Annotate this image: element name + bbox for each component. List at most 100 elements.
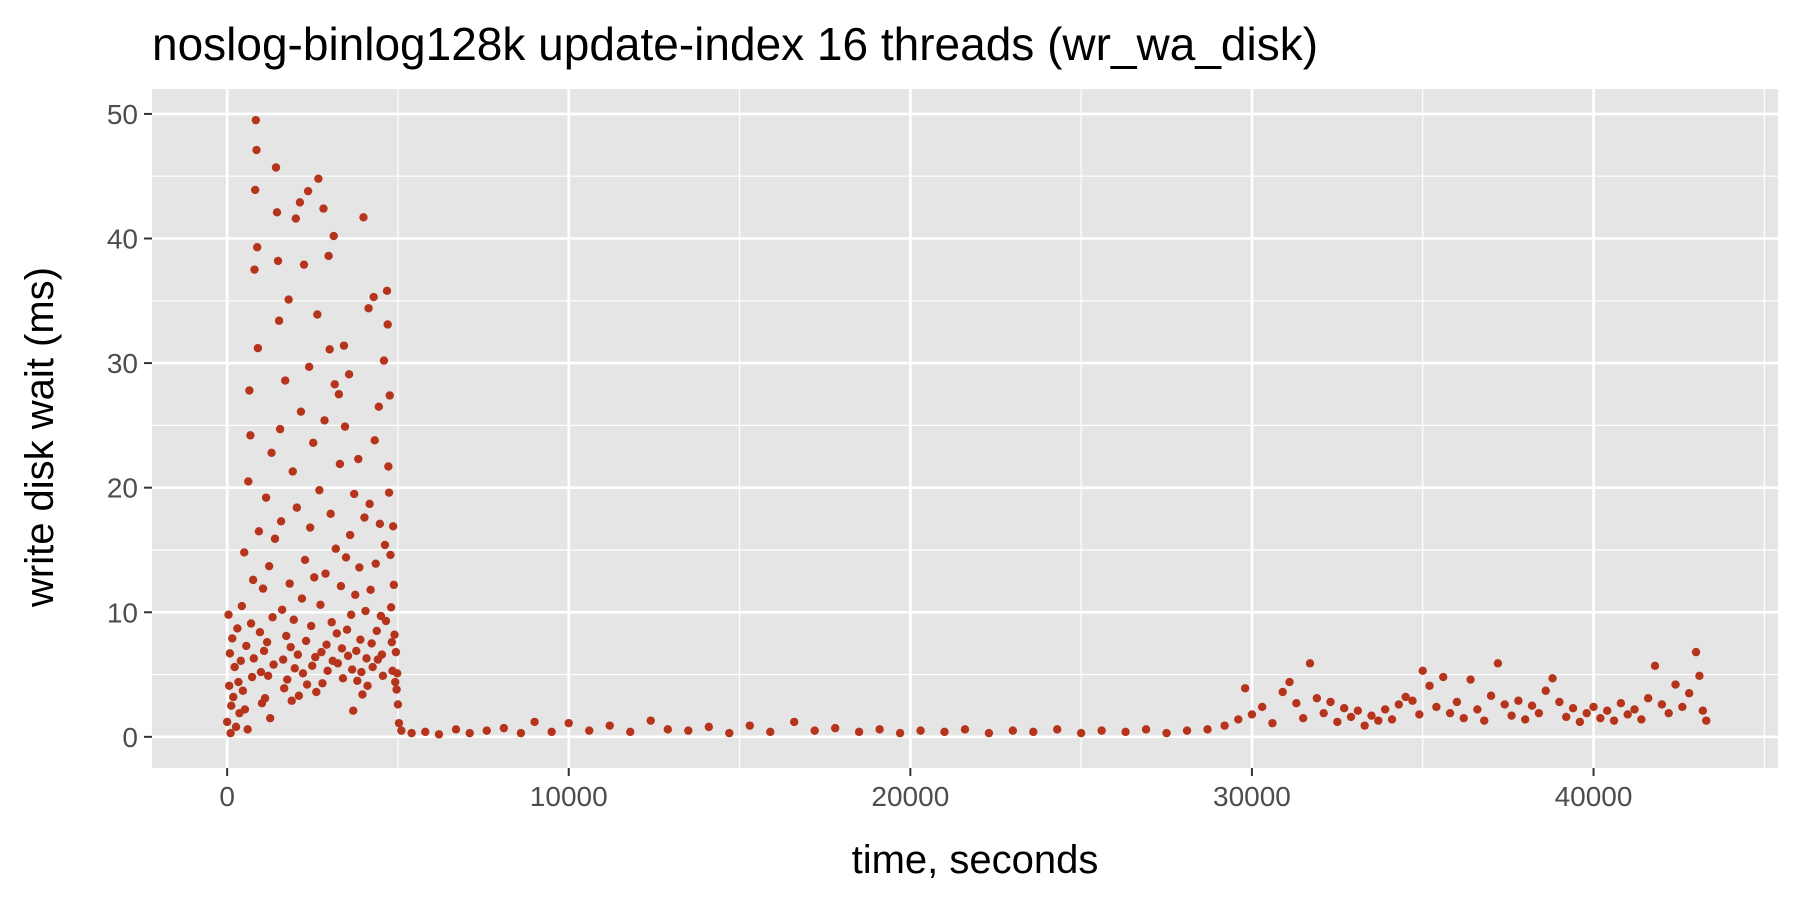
- data-point: [250, 185, 260, 195]
- y-tick-label: 20: [107, 473, 138, 504]
- data-point: [231, 722, 241, 732]
- data-point: [1657, 700, 1667, 709]
- data-point: [374, 402, 384, 411]
- data-point: [1298, 713, 1308, 723]
- data-point: [246, 431, 255, 440]
- data-point: [255, 628, 265, 637]
- data-point: [363, 681, 372, 690]
- data-point: [234, 677, 243, 687]
- data-point: [305, 523, 315, 532]
- data-point: [267, 448, 276, 457]
- data-point: [385, 391, 394, 400]
- y-axis-title: write disk wait (ms): [18, 267, 62, 608]
- data-point: [260, 694, 270, 703]
- data-point: [365, 499, 374, 509]
- data-point: [263, 671, 273, 681]
- data-point: [287, 696, 296, 705]
- data-point: [482, 726, 491, 735]
- data-point: [291, 214, 301, 223]
- data-point: [1353, 706, 1363, 715]
- data-point: [309, 438, 318, 448]
- data-point: [230, 662, 239, 672]
- data-point: [370, 436, 379, 445]
- data-point: [380, 540, 390, 550]
- data-point: [1374, 716, 1383, 725]
- data-point: [1664, 708, 1673, 718]
- data-point: [274, 316, 284, 325]
- data-point: [310, 573, 319, 582]
- data-point: [225, 649, 235, 658]
- data-point: [343, 651, 353, 661]
- data-point: [350, 489, 359, 499]
- data-point: [245, 386, 254, 395]
- data-point: [499, 723, 509, 733]
- data-point: [377, 650, 387, 659]
- data-point: [1609, 716, 1619, 725]
- data-point: [302, 680, 312, 689]
- data-point: [605, 721, 614, 730]
- data-point: [264, 561, 274, 571]
- data-point: [1527, 701, 1537, 710]
- data-point: [386, 550, 395, 560]
- data-point: [383, 320, 392, 329]
- data-point: [1008, 726, 1018, 735]
- data-point: [238, 686, 248, 695]
- data-point: [237, 601, 247, 611]
- data-point: [790, 717, 799, 727]
- data-point: [766, 727, 775, 737]
- data-point: [327, 618, 336, 627]
- data-point: [1141, 725, 1151, 734]
- data-point: [243, 725, 252, 734]
- y-tick-label: 40: [107, 224, 138, 255]
- data-point: [1534, 708, 1544, 718]
- data-point: [276, 517, 286, 526]
- data-point: [421, 727, 430, 737]
- data-point: [311, 652, 320, 662]
- data-point: [1514, 696, 1523, 705]
- data-point: [1053, 725, 1062, 734]
- minor-gridlines: [152, 89, 1778, 768]
- data-point: [1305, 659, 1315, 668]
- data-point: [530, 717, 539, 727]
- data-point: [1278, 687, 1287, 697]
- data-point: [256, 667, 266, 677]
- data-point: [344, 370, 354, 379]
- data-point: [325, 345, 334, 354]
- data-point: [371, 559, 380, 568]
- data-point: [384, 462, 393, 471]
- data-point: [1292, 699, 1301, 708]
- data-point: [262, 637, 272, 647]
- data-point: [646, 716, 655, 725]
- data-point: [564, 718, 573, 728]
- data-point: [242, 641, 251, 651]
- data-point: [1630, 705, 1639, 714]
- data-point: [1401, 692, 1410, 702]
- data-point: [366, 585, 375, 595]
- data-point: [895, 728, 905, 738]
- data-point: [261, 493, 271, 502]
- data-point: [278, 655, 288, 664]
- data-point: [1326, 697, 1335, 707]
- data-point: [229, 692, 238, 702]
- data-point: [1691, 647, 1701, 657]
- data-point: [1234, 715, 1243, 724]
- data-point: [684, 726, 693, 735]
- data-point: [940, 727, 949, 737]
- data-point: [1257, 702, 1267, 712]
- data-point: [297, 594, 307, 603]
- data-point: [1582, 708, 1591, 718]
- data-point: [1339, 703, 1349, 713]
- data-point: [283, 675, 292, 684]
- x-tick-label: 20000: [871, 781, 949, 812]
- data-point: [1493, 659, 1503, 668]
- data-point: [354, 454, 363, 464]
- data-point: [315, 485, 324, 495]
- data-point: [341, 553, 351, 562]
- x-axis: 0 10000 20000 30000 40000: [219, 768, 1632, 812]
- data-point: [1312, 694, 1322, 703]
- data-point: [358, 690, 367, 699]
- data-point: [326, 509, 335, 519]
- data-point: [1418, 666, 1427, 676]
- data-point: [352, 646, 361, 656]
- data-point: [333, 659, 343, 668]
